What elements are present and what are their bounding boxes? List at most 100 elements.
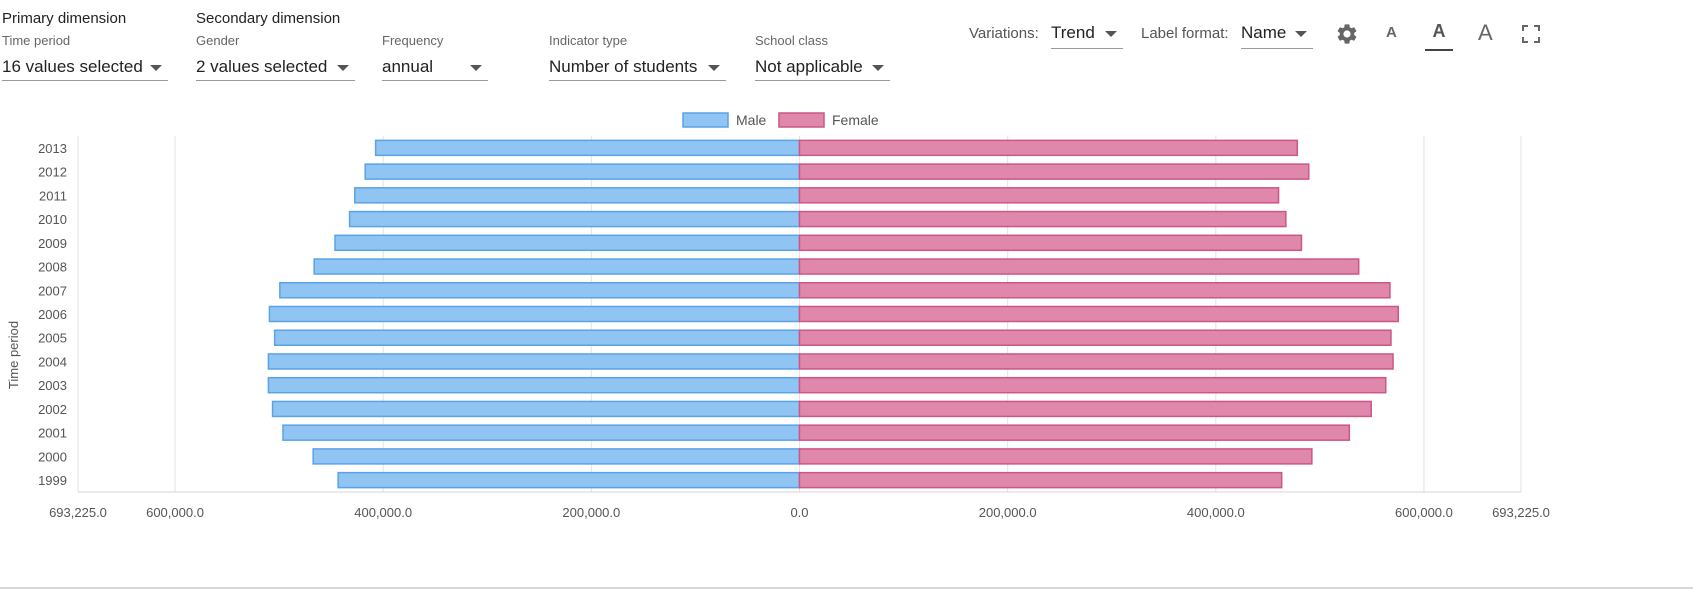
school-class-label: School class: [755, 33, 828, 48]
bar-male[interactable]: [267, 376, 801, 394]
y-tick-label: 1999: [38, 473, 67, 488]
bar-female[interactable]: [798, 305, 1399, 323]
y-axis-ticks: 2013 2012 2011 2010 2009 2008 2007 2006 2005 2004…: [38, 141, 67, 488]
chevron-down-icon: [1295, 31, 1307, 37]
indicator-type-label: Indicator type: [549, 33, 628, 48]
y-tick-label: 2008: [38, 260, 67, 275]
x-tick-label: 693,225.0: [49, 505, 107, 520]
font-size-small-icon[interactable]: A: [1386, 24, 1397, 41]
bar-male[interactable]: [334, 234, 801, 252]
frequency-select[interactable]: annual: [382, 55, 488, 81]
x-tick-label: 600,000.0: [1395, 505, 1453, 520]
x-tick-label: 200,000.0: [979, 505, 1037, 520]
y-tick-label: 2007: [38, 283, 67, 298]
bottom-divider: [0, 587, 1693, 589]
x-tick-label: 693,225.0: [1492, 505, 1550, 520]
bar-female[interactable]: [798, 424, 1351, 441]
bar-male[interactable]: [268, 305, 801, 323]
variations-label: Variations:: [969, 25, 1039, 42]
bar-male[interactable]: [271, 400, 801, 418]
gender-value: 2 values selected: [196, 57, 328, 76]
legend-swatch[interactable]: [682, 112, 729, 128]
y-tick-label: 2001: [38, 426, 67, 441]
frequency-value: annual: [382, 57, 434, 76]
bar-male[interactable]: [273, 329, 801, 346]
bars: [267, 139, 1399, 489]
variations-value: Trend: [1051, 23, 1095, 42]
bar-female[interactable]: [798, 448, 1313, 465]
y-tick-label: 2013: [38, 141, 67, 156]
bar-male[interactable]: [364, 163, 801, 180]
population-pyramid-chart: Male Female 20132012201120102009200820072…: [6, 112, 1550, 520]
indicator-type-select[interactable]: Number of students: [549, 55, 726, 81]
bar-female[interactable]: [798, 376, 1387, 394]
bar-female[interactable]: [798, 282, 1391, 299]
x-axis-ticks: 693,225.0 600,000.0 400,000.0 200,000.0 0.0 2…: [49, 505, 1550, 520]
legend: Male Female: [682, 112, 879, 128]
gender-select[interactable]: 2 values selected: [196, 55, 355, 81]
y-tick-label: 2012: [38, 165, 67, 180]
y-tick-label: 2005: [38, 331, 67, 346]
bar-male[interactable]: [312, 448, 801, 465]
label-format-label: Label format:: [1141, 25, 1229, 42]
y-tick-label: 2003: [38, 378, 67, 393]
bar-female[interactable]: [798, 163, 1310, 180]
bar-male[interactable]: [279, 282, 801, 299]
bar-female[interactable]: [798, 258, 1360, 275]
y-tick-label: 2009: [38, 236, 67, 251]
legend-label[interactable]: Female: [832, 112, 879, 128]
x-tick-label: 400,000.0: [354, 505, 412, 520]
y-tick-label: 2011: [39, 188, 67, 203]
bar-female[interactable]: [798, 329, 1392, 346]
chevron-down-icon: [708, 65, 720, 71]
x-tick-label: 600,000.0: [146, 505, 204, 520]
time-period-select[interactable]: 16 values selected: [2, 55, 168, 81]
chevron-down-icon: [337, 65, 349, 71]
label-format-select[interactable]: Name: [1241, 21, 1313, 49]
bar-male[interactable]: [267, 353, 801, 370]
time-period-label: Time period: [2, 33, 71, 48]
y-tick-label: 2004: [38, 354, 67, 369]
bar-female[interactable]: [798, 471, 1283, 489]
primary-dimension-title: Primary dimension: [2, 10, 127, 27]
school-class-value: Not applicable: [755, 57, 863, 76]
legend-swatch[interactable]: [778, 112, 825, 128]
label-format-value: Name: [1241, 23, 1287, 42]
bar-male[interactable]: [313, 258, 801, 275]
frequency-label: Frequency: [382, 33, 444, 48]
bar-male[interactable]: [337, 471, 801, 489]
bar-male[interactable]: [348, 210, 801, 228]
bar-female[interactable]: [798, 234, 1303, 252]
x-tick-label: 400,000.0: [1187, 505, 1245, 520]
secondary-dimension-title: Secondary dimension: [196, 10, 341, 27]
bar-female[interactable]: [798, 139, 1299, 157]
fullscreen-icon[interactable]: [1522, 25, 1540, 43]
chevron-down-icon: [470, 65, 482, 71]
time-period-value: 16 values selected: [2, 57, 143, 76]
school-class-select[interactable]: Not applicable: [755, 55, 890, 81]
gear-icon[interactable]: [1335, 22, 1359, 46]
bar-male[interactable]: [374, 139, 801, 157]
bar-female[interactable]: [798, 210, 1287, 228]
bar-male[interactable]: [354, 187, 801, 204]
x-tick-label: 0.0: [790, 505, 808, 520]
variations-select[interactable]: Trend: [1051, 21, 1123, 49]
font-size-large-icon[interactable]: A: [1478, 20, 1493, 45]
indicator-type-value: Number of students: [549, 57, 698, 76]
y-tick-label: 2002: [38, 402, 67, 417]
x-tick-label: 200,000.0: [562, 505, 620, 520]
y-tick-label: 2006: [38, 307, 67, 322]
legend-label[interactable]: Male: [736, 112, 767, 128]
y-tick-label: 2010: [38, 212, 67, 227]
font-size-medium-icon[interactable]: A: [1425, 21, 1453, 51]
bar-male[interactable]: [282, 424, 801, 441]
chevron-down-icon: [872, 65, 884, 71]
chevron-down-icon: [1105, 31, 1117, 37]
y-axis-label: Time period: [6, 321, 21, 389]
y-tick-label: 2000: [38, 449, 67, 464]
bar-female[interactable]: [798, 400, 1372, 418]
bar-female[interactable]: [798, 187, 1280, 204]
chevron-down-icon: [150, 65, 162, 71]
font-size-medium-label: A: [1432, 21, 1446, 41]
bar-female[interactable]: [798, 353, 1394, 370]
